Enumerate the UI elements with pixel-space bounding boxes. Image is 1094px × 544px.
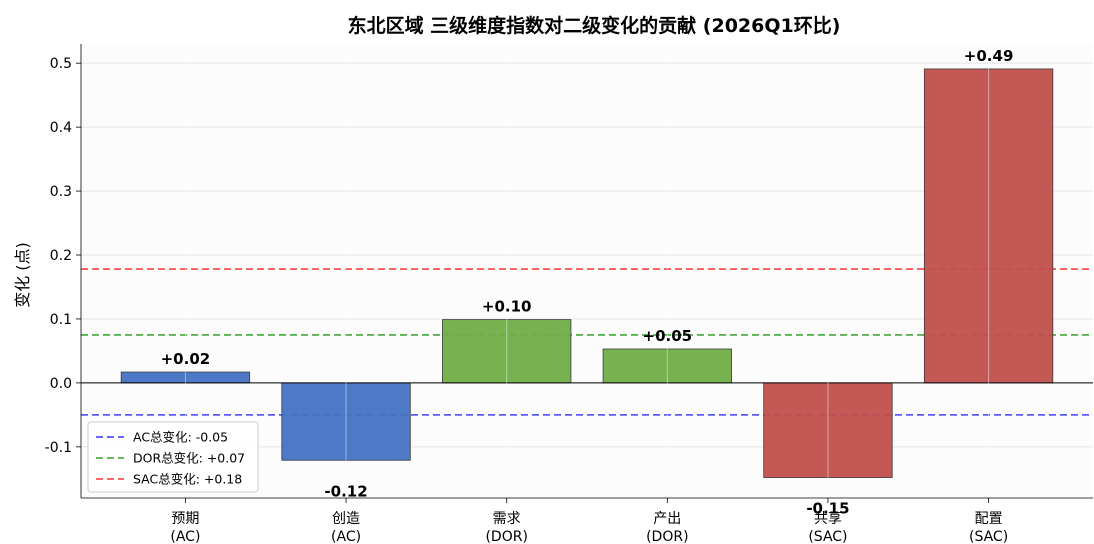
bars	[120, 68, 1054, 478]
x-tick-label: 配置	[975, 511, 1003, 527]
value-label: -0.12	[324, 482, 367, 500]
reference-lines	[81, 268, 1093, 416]
legend-label: DOR总变化: +0.07	[133, 451, 245, 466]
value-label: +0.10	[482, 298, 532, 316]
y-axis-label: 变化 (点)	[13, 242, 32, 308]
y-tick-label: 0.3	[50, 184, 72, 200]
legend-label: SAC总变化: +0.18	[133, 472, 242, 487]
bar	[442, 319, 572, 384]
bar	[923, 68, 1054, 384]
y-ticks: -0.1 0.0 0.1 0.2 0.3 0.4 0.5	[45, 56, 81, 456]
y-tick-label: 0.1	[50, 312, 72, 328]
value-label: +0.05	[643, 327, 693, 345]
x-tick-label-sub: (DOR)	[646, 529, 688, 544]
x-ticks: 预期 (AC) 创造 (AC) 需求 (DOR) 产出 (DOR) 共享 (SAC) 配置 (SAC)	[170, 498, 1008, 544]
y-tick-label: 0.5	[50, 56, 72, 72]
y-tick-label: 0.0	[50, 376, 72, 392]
x-tick-label: 需求	[493, 511, 521, 527]
value-label: +0.02	[161, 350, 211, 368]
x-tick-label-sub: (SAC)	[808, 529, 847, 544]
x-tick-label-sub: (AC)	[331, 529, 361, 544]
x-tick-label-sub: (AC)	[170, 529, 200, 544]
legend: AC总变化: -0.05 DOR总变化: +0.07 SAC总变化: +0.18	[87, 421, 259, 493]
x-tick-label: 创造	[332, 511, 360, 527]
x-tick-label: 产出	[653, 511, 681, 527]
y-tick-label: 0.2	[50, 248, 72, 264]
chart-title: 东北区域 三级维度指数对二级变化的贡献 (2026Q1环比)	[348, 14, 841, 37]
legend-box	[87, 421, 259, 493]
value-labels: +0.02 -0.12 +0.10 +0.05 -0.15 +0.49	[161, 47, 1014, 518]
x-tick-label: 预期	[171, 511, 199, 527]
value-label: -0.15	[806, 500, 849, 518]
x-tick-label-sub: (DOR)	[485, 529, 527, 544]
x-tick-label-sub: (SAC)	[969, 529, 1008, 544]
axes	[80, 44, 1093, 499]
y-tick-label: -0.1	[45, 440, 72, 456]
value-label: +0.49	[964, 47, 1014, 65]
x-tick-label: 共享	[814, 510, 842, 527]
y-tick-label: 0.4	[50, 120, 72, 136]
bar	[602, 348, 732, 384]
legend-label: AC总变化: -0.05	[133, 430, 228, 445]
